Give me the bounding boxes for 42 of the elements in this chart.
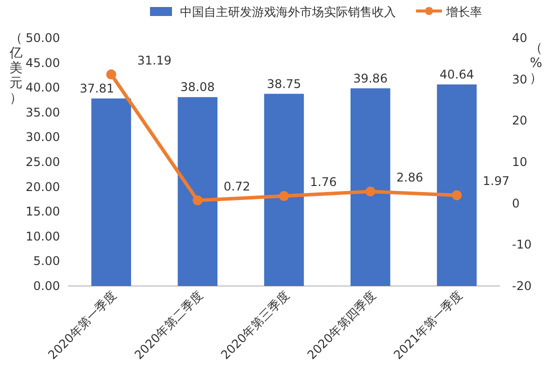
point: [452, 190, 462, 200]
y-axis-title: （亿美元）: [8, 31, 22, 106]
data-label: 40.64: [440, 67, 474, 82]
y2-axis-title: （%）: [530, 41, 542, 86]
y2-tick-label: 10: [512, 155, 528, 169]
y-tick-label: 0.00: [33, 279, 60, 293]
data-label: 2.86: [396, 170, 424, 185]
data-label: 37.81: [80, 81, 114, 96]
y-tick-label: 10.00: [26, 229, 60, 244]
y2-tick-label: 20: [512, 114, 528, 128]
bar: [91, 98, 132, 286]
point: [365, 186, 376, 197]
data-label: 31.19: [137, 53, 172, 68]
data-label: 38.08: [180, 80, 215, 94]
y-tick-label: 25.00: [26, 155, 60, 169]
bar: [178, 97, 218, 286]
y-tick-label: 5.00: [33, 254, 60, 268]
data-label: 1.76: [310, 175, 337, 190]
data-label: 0.72: [224, 179, 250, 194]
legend-label: 增长率: [445, 5, 482, 19]
y2-tick-label: 40: [512, 31, 528, 45]
y2-tick-label: -20: [512, 279, 532, 293]
point: [279, 191, 289, 202]
legend-label: 中国自主研发游戏海外市场实际销售收入: [180, 5, 396, 19]
point: [192, 195, 203, 206]
y2-tick-label: 30: [512, 72, 528, 86]
data-label: 1.97: [482, 174, 510, 188]
bar: [436, 84, 477, 286]
bar: [350, 88, 390, 286]
y-tick-label: 45.00: [26, 56, 60, 70]
y-tick-label: 20.00: [26, 180, 60, 194]
data-label: 38.75: [266, 76, 302, 91]
y2-tick-label: 0: [512, 196, 520, 210]
y-tick-label: 40.00: [26, 80, 60, 95]
point: [106, 69, 116, 80]
y2-tick-label: -10: [512, 238, 532, 252]
y-tick-label: 50.00: [26, 31, 60, 45]
bar: [264, 94, 304, 286]
y-tick-label: 30.00: [26, 130, 60, 144]
data-label: 39.86: [353, 71, 388, 86]
y-tick-label: 35.00: [26, 105, 60, 120]
y-tick-label: 15.00: [26, 204, 60, 219]
